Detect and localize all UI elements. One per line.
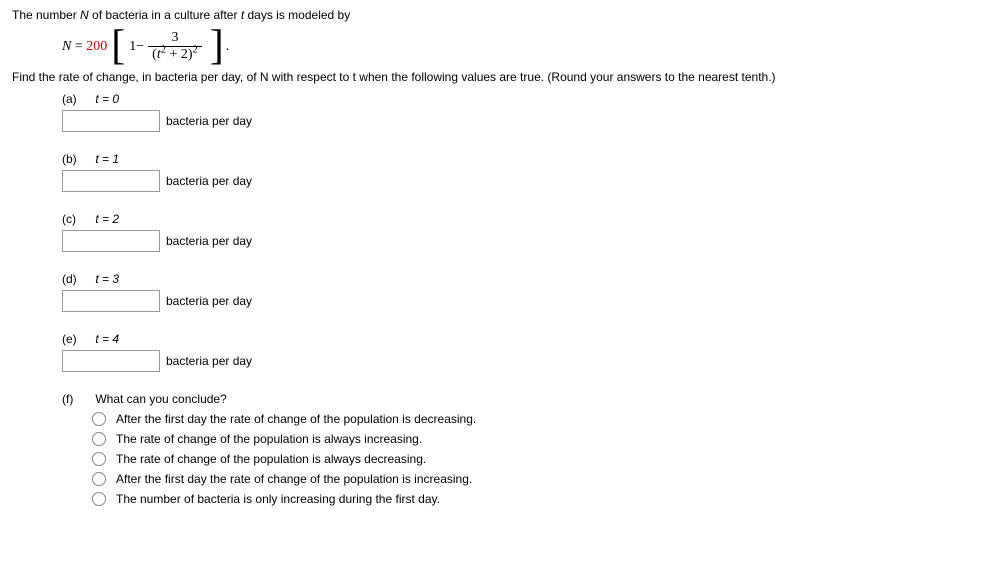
intro-text: The number N of bacteria in a culture af… xyxy=(12,8,973,22)
part-a-units: bacteria per day xyxy=(166,114,252,128)
prompt-text: Find the rate of change, in bacteria per… xyxy=(12,70,973,84)
parts-container: (a) t = 0 bacteria per day (b) t = 1 bac… xyxy=(62,92,973,506)
part-b-answer-row: bacteria per day xyxy=(62,170,973,192)
option-3-label: The rate of change of the population is … xyxy=(116,452,426,466)
formula-minus: − xyxy=(136,39,144,55)
part-c: (c) t = 2 bacteria per day xyxy=(62,212,973,252)
part-d-units: bacteria per day xyxy=(166,294,252,308)
fraction-numerator: 3 xyxy=(167,30,182,46)
part-d-label: (d) t = 3 xyxy=(62,272,973,286)
part-c-answer-row: bacteria per day xyxy=(62,230,973,252)
part-c-label: (c) t = 2 xyxy=(62,212,973,226)
part-f-options: After the first day the rate of change o… xyxy=(92,412,973,506)
part-c-cond: t = 2 xyxy=(95,212,119,226)
part-b-tag: (b) xyxy=(62,152,92,166)
formula-eq: = xyxy=(71,39,86,54)
part-f-question: What can you conclude? xyxy=(95,392,226,406)
option-4-label: After the first day the rate of change o… xyxy=(116,472,472,486)
option-1-label: After the first day the rate of change o… xyxy=(116,412,476,426)
part-e-label: (e) t = 4 xyxy=(62,332,973,346)
formula-fraction: 3 (t2 + 2)2 xyxy=(148,30,202,63)
part-e-cond: t = 4 xyxy=(95,332,119,346)
formula-lhs-var: N xyxy=(62,39,71,54)
option-3[interactable]: The rate of change of the population is … xyxy=(92,452,973,466)
option-4[interactable]: After the first day the rate of change o… xyxy=(92,472,973,486)
part-c-input[interactable] xyxy=(62,230,160,252)
option-5-label: The number of bacteria is only increasin… xyxy=(116,492,440,506)
part-a-label: (a) t = 0 xyxy=(62,92,973,106)
part-c-tag: (c) xyxy=(62,212,92,226)
formula-coef: 200 xyxy=(86,39,107,54)
left-bracket-icon: [ xyxy=(111,28,125,66)
radio-icon[interactable] xyxy=(92,432,106,446)
right-bracket-icon: ] xyxy=(210,28,224,66)
intro-var-n: N xyxy=(80,8,89,22)
radio-icon[interactable] xyxy=(92,412,106,426)
formula: N = 200 [ 1 − 3 (t2 + 2)2 ] . xyxy=(62,28,973,66)
option-2[interactable]: The rate of change of the population is … xyxy=(92,432,973,446)
part-a-answer-row: bacteria per day xyxy=(62,110,973,132)
part-a-input[interactable] xyxy=(62,110,160,132)
option-2-label: The rate of change of the population is … xyxy=(116,432,422,446)
part-c-units: bacteria per day xyxy=(166,234,252,248)
part-e: (e) t = 4 bacteria per day xyxy=(62,332,973,372)
formula-inner: 1 − 3 (t2 + 2)2 xyxy=(125,30,210,63)
part-e-tag: (e) xyxy=(62,332,92,346)
part-b-cond: t = 1 xyxy=(95,152,119,166)
fraction-denominator: (t2 + 2)2 xyxy=(148,47,202,63)
part-e-input[interactable] xyxy=(62,350,160,372)
formula-period: . xyxy=(226,39,230,55)
option-5[interactable]: The number of bacteria is only increasin… xyxy=(92,492,973,506)
part-f-tag: (f) xyxy=(62,392,92,406)
part-b-input[interactable] xyxy=(62,170,160,192)
part-b: (b) t = 1 bacteria per day xyxy=(62,152,973,192)
part-b-units: bacteria per day xyxy=(166,174,252,188)
part-a: (a) t = 0 bacteria per day xyxy=(62,92,973,132)
intro-pre: The number xyxy=(12,8,80,22)
part-d-input[interactable] xyxy=(62,290,160,312)
part-a-tag: (a) xyxy=(62,92,92,106)
part-f: (f) What can you conclude? After the fir… xyxy=(62,392,973,506)
formula-lhs: N = 200 xyxy=(62,39,107,55)
intro-mid: of bacteria in a culture after xyxy=(89,8,241,22)
intro-post: days is modeled by xyxy=(244,8,350,22)
den-plus: + 2) xyxy=(166,47,193,62)
den-exp2: 2 xyxy=(193,45,198,56)
radio-icon[interactable] xyxy=(92,492,106,506)
radio-icon[interactable] xyxy=(92,452,106,466)
part-d: (d) t = 3 bacteria per day xyxy=(62,272,973,312)
part-d-answer-row: bacteria per day xyxy=(62,290,973,312)
part-b-label: (b) t = 1 xyxy=(62,152,973,166)
part-f-label: (f) What can you conclude? xyxy=(62,392,973,406)
radio-icon[interactable] xyxy=(92,472,106,486)
formula-one: 1 xyxy=(129,39,136,55)
part-e-units: bacteria per day xyxy=(166,354,252,368)
part-e-answer-row: bacteria per day xyxy=(62,350,973,372)
option-1[interactable]: After the first day the rate of change o… xyxy=(92,412,973,426)
part-d-tag: (d) xyxy=(62,272,92,286)
part-d-cond: t = 3 xyxy=(95,272,119,286)
part-a-cond: t = 0 xyxy=(95,92,119,106)
